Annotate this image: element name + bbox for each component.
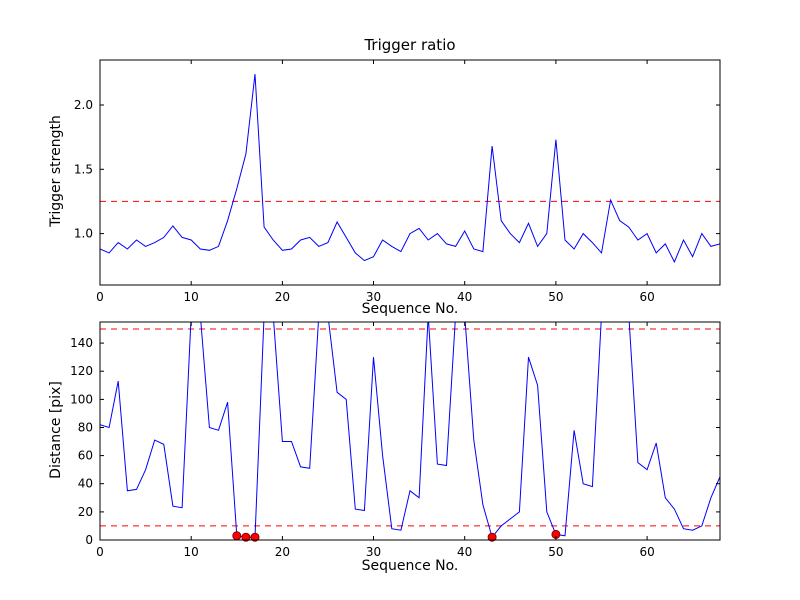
x-tick-label: 20	[275, 290, 290, 304]
axes-frame	[99, 59, 721, 286]
x-tick-label: 60	[639, 545, 654, 559]
x-tick-label: 30	[366, 290, 381, 304]
y-tick-label: 1.5	[74, 162, 93, 176]
x-tick-label: 0	[96, 545, 104, 559]
x-tick-label: 0	[96, 290, 104, 304]
y-tick-label: 40	[78, 477, 93, 491]
chart2-xlabel: Sequence No.	[361, 558, 459, 574]
y-tick-label: 60	[78, 449, 93, 463]
y-tick-label: 1.0	[74, 227, 93, 241]
x-tick-label: 50	[548, 290, 563, 304]
x-tick-label: 50	[548, 545, 563, 559]
marker-point	[250, 532, 260, 542]
chart-2: 0 10 20 30 40 50 60 0 20 40 60 80 100 120 140	[70, 321, 721, 559]
chart2-ylabel: Distance [pix]	[48, 381, 64, 479]
marker-point	[232, 531, 242, 541]
data-line	[100, 74, 720, 264]
x-tick-label: 60	[639, 290, 654, 304]
chart1-title: Trigger ratio	[364, 36, 456, 54]
x-tick-label: 30	[366, 545, 381, 559]
chart1-xlabel: Sequence No.	[361, 301, 459, 317]
y-tick-label: 100	[70, 392, 93, 406]
y-tick-label: 80	[78, 421, 93, 435]
y-tick-label: 0	[85, 533, 93, 547]
y-tick-label: 140	[70, 336, 93, 350]
y-tick-label: 20	[78, 505, 93, 519]
x-tick-label: 20	[275, 545, 290, 559]
x-tick-label: 10	[184, 545, 199, 559]
marker-point	[241, 532, 251, 542]
axes-frame	[99, 321, 721, 541]
data-line	[100, 322, 720, 539]
marker-point	[487, 532, 497, 542]
chart1-ylabel: Trigger strength	[48, 115, 64, 227]
x-tick-label: 40	[457, 290, 472, 304]
chart-1: 0 10 20 30 40 50 60 1.0 1.5 2.0	[74, 59, 721, 304]
x-tick-label: 10	[184, 290, 199, 304]
y-tick-label: 120	[70, 364, 93, 378]
x-tick-label: 40	[457, 545, 472, 559]
y-tick-label: 2.0	[74, 98, 93, 112]
